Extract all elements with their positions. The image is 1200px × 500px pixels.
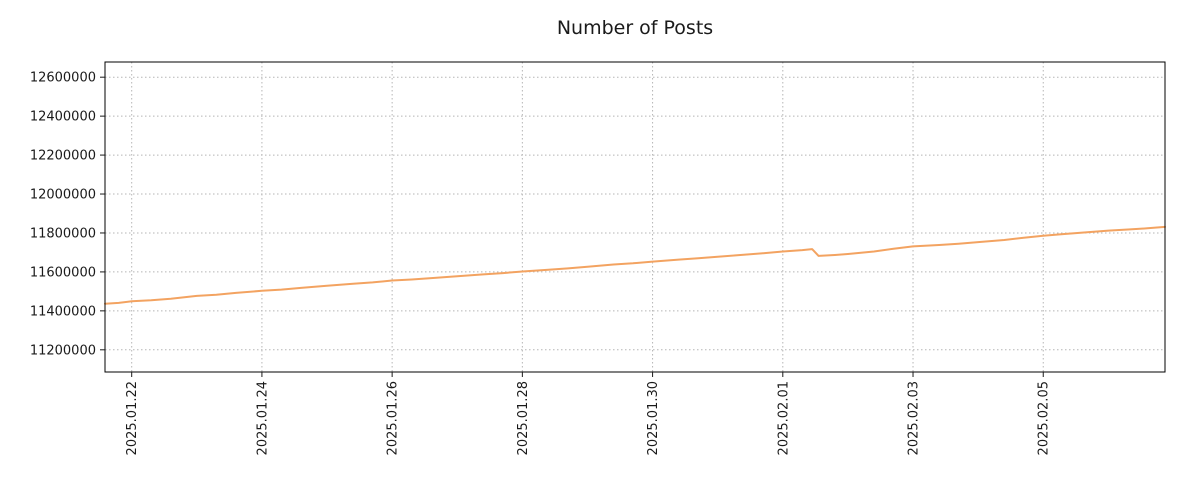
y-tick-label: 11400000 [30,304,96,319]
y-tick-label: 11200000 [30,343,96,358]
y-tick-label: 11800000 [30,226,96,241]
plot-border [104,61,1166,373]
y-tick-label: 12400000 [30,110,96,125]
y-tick-label: 12600000 [30,71,96,86]
grid-lines [105,62,1165,372]
data-line-posts [104,225,1166,305]
x-tick-label: 2025.02.01 [776,381,791,455]
y-tick-label: 12200000 [30,149,96,164]
x-tick-label: 2025.01.24 [255,381,270,455]
x-tick-label: 2025.01.28 [516,381,531,455]
x-tick-label: 2025.01.26 [386,381,401,455]
y-tick-label: 11600000 [30,265,96,280]
x-tick-label: 2025.01.30 [646,381,661,455]
x-tick-label: 2025.02.05 [1037,381,1052,455]
y-tick-label: 12000000 [30,188,96,203]
x-tick-label: 2025.02.03 [907,381,922,455]
x-tick-label: 2025.01.22 [125,381,140,455]
chart-title: Number of Posts [556,17,714,39]
tick-labels: 11200000 11400000 11600000 11800000 12000000… [30,71,1052,456]
tick-marks [100,76,1044,377]
